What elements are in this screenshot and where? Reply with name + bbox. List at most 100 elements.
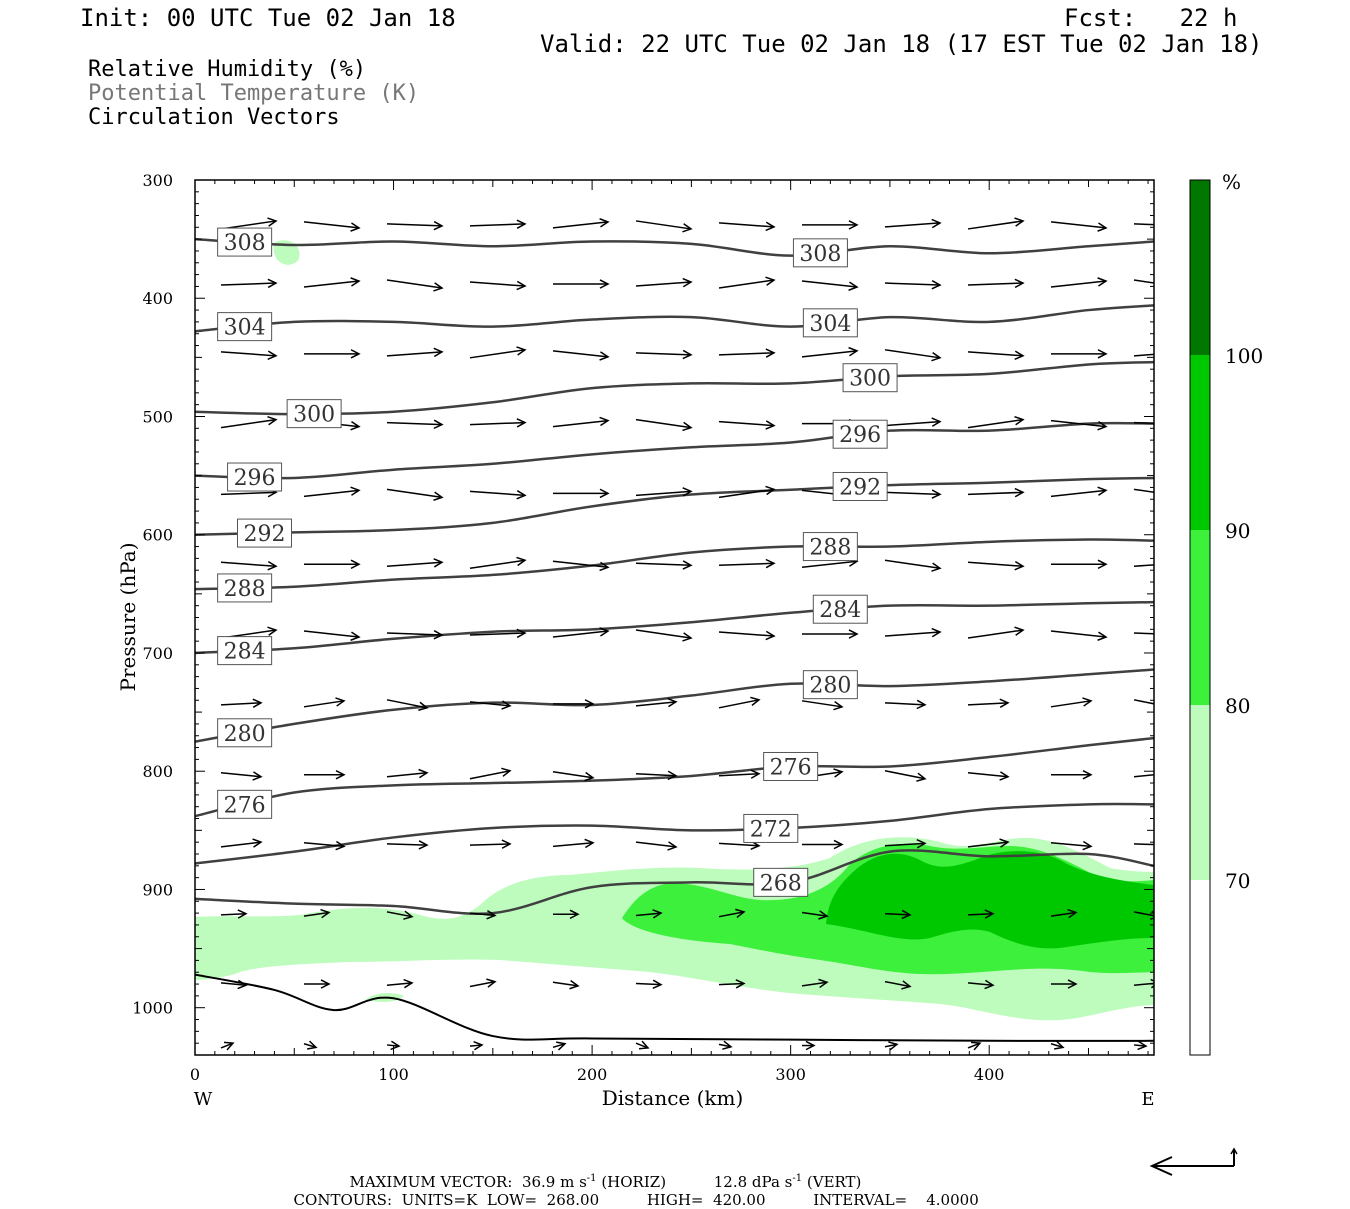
- vector-shaft: [1133, 843, 1154, 846]
- circulation-vector: [635, 909, 663, 919]
- circulation-vector: [884, 349, 942, 362]
- circulation-vector: [801, 700, 844, 711]
- vector-arrowhead: [320, 908, 331, 919]
- vector-shaft: [469, 701, 511, 707]
- vector-shaft: [1050, 700, 1092, 708]
- colorbar-segment: [1190, 880, 1210, 1055]
- vector-shaft: [1133, 1044, 1147, 1047]
- vector-arrowhead: [931, 280, 942, 290]
- vector-shaft: [220, 491, 277, 496]
- vector-shaft: [1133, 982, 1154, 987]
- vector-arrowhead: [999, 771, 1010, 781]
- theta-label-box: [832, 419, 888, 449]
- circulation-vector: [304, 770, 346, 780]
- circulation-vector: [1050, 221, 1108, 232]
- theta-label-box: [792, 238, 848, 268]
- vector-arrowhead: [350, 349, 361, 359]
- circulation-vector: [469, 1040, 484, 1051]
- vector-arrowhead: [267, 217, 278, 227]
- vector-arrowhead: [765, 558, 776, 569]
- vector-shaft: [386, 982, 413, 987]
- vector-shaft: [718, 699, 760, 709]
- vector-shaft: [884, 842, 926, 847]
- circulation-vector: [802, 839, 844, 850]
- vector-shaft: [1050, 911, 1077, 917]
- vector-arrowhead: [984, 979, 995, 990]
- vector-arrowhead: [682, 349, 693, 360]
- vector-shaft: [967, 772, 1009, 778]
- circulation-vector: [552, 350, 610, 361]
- vector-shaft: [635, 773, 677, 777]
- vector-arrowhead: [1097, 631, 1108, 641]
- vector-arrowhead: [1137, 1040, 1148, 1051]
- vector-shaft: [386, 223, 443, 227]
- circulation-vector: [469, 346, 527, 359]
- circulation-vector: [1133, 564, 1154, 568]
- vector-shaft: [884, 770, 926, 780]
- circulation-vector: [220, 771, 263, 781]
- theta-label-272: 272: [750, 817, 792, 842]
- circulation-vector: [1051, 979, 1078, 989]
- vector-arrowhead: [418, 840, 429, 850]
- vector-arrowhead: [888, 1041, 899, 1051]
- vector-arrowhead: [335, 697, 346, 707]
- vector-shaft: [386, 772, 428, 778]
- vector-arrowhead: [1181, 420, 1189, 428]
- circulation-vector: [635, 697, 678, 708]
- theta-contour-292: [195, 476, 1154, 536]
- vector-arrowhead: [599, 218, 610, 228]
- ground-surface-line: [195, 973, 1154, 1042]
- vector-shaft: [220, 561, 277, 568]
- circulation-vector: [967, 217, 1025, 230]
- vector-arrowhead: [569, 909, 580, 920]
- circulation-vector: [718, 221, 776, 232]
- y-tick-label: 400: [142, 289, 173, 308]
- vector-arrowhead: [1097, 349, 1108, 359]
- circulation-vector: [1133, 910, 1154, 920]
- vector-arrowhead: [1181, 631, 1189, 639]
- vector-shaft: [884, 702, 926, 706]
- circulation-vector: [1050, 486, 1108, 498]
- vector-shaft: [303, 630, 360, 638]
- vector-shaft: [1133, 488, 1154, 494]
- circulation-vector: [884, 699, 927, 710]
- vector-arrowhead: [223, 1041, 235, 1051]
- circulation-vector: [1050, 908, 1078, 919]
- y-axis-label: Pressure (hPa): [116, 543, 140, 692]
- vector-shaft: [967, 220, 1024, 230]
- vector-arrowhead: [335, 770, 346, 780]
- vector-arrowhead: [638, 1040, 650, 1050]
- footer-contours: CONTOURS: UNITS=K LOW= 268.00 HIGH= 420.…: [293, 1191, 979, 1209]
- vector-shaft: [469, 980, 496, 988]
- theta-label-304: 304: [809, 312, 851, 337]
- vector-arrowhead: [970, 1041, 982, 1051]
- vector-shaft: [718, 982, 745, 986]
- vector-shaft: [967, 629, 1024, 639]
- theta-label-box: [802, 670, 858, 700]
- vector-arrowhead: [833, 700, 844, 711]
- circulation-vector: [967, 487, 1025, 498]
- circulation-vector: [386, 558, 444, 568]
- vector-arrowhead: [584, 699, 595, 709]
- circulation-vector: [967, 771, 1010, 781]
- vector-shaft: [469, 421, 526, 426]
- vector-shaft: [967, 282, 1024, 286]
- theta-contour-280: [195, 668, 1154, 743]
- circulation-vector: [967, 698, 1010, 708]
- vector-arrowhead: [516, 490, 527, 500]
- theta-label-292: 292: [839, 475, 881, 500]
- vector-arrowhead: [237, 979, 248, 990]
- circulation-vector: [1050, 840, 1093, 851]
- circulation-vector: [635, 418, 693, 432]
- vector-arrowhead: [252, 698, 263, 708]
- circulation-vector: [718, 485, 776, 499]
- valid-time: Valid: 22 UTC Tue 02 Jan 18 (17 EST Tue …: [540, 30, 1263, 58]
- rh-70-speck: [273, 240, 300, 265]
- vector-shaft: [884, 222, 941, 228]
- axes: 300 400 500 600 700 800 900 1000 0 100 200 300 400 W E…: [116, 171, 1155, 1110]
- circulation-vector: [552, 980, 580, 990]
- circulation-vector: [802, 629, 859, 639]
- theta-label-276: 276: [224, 793, 266, 818]
- vector-shaft: [386, 421, 443, 426]
- theta-label-box: [227, 462, 283, 492]
